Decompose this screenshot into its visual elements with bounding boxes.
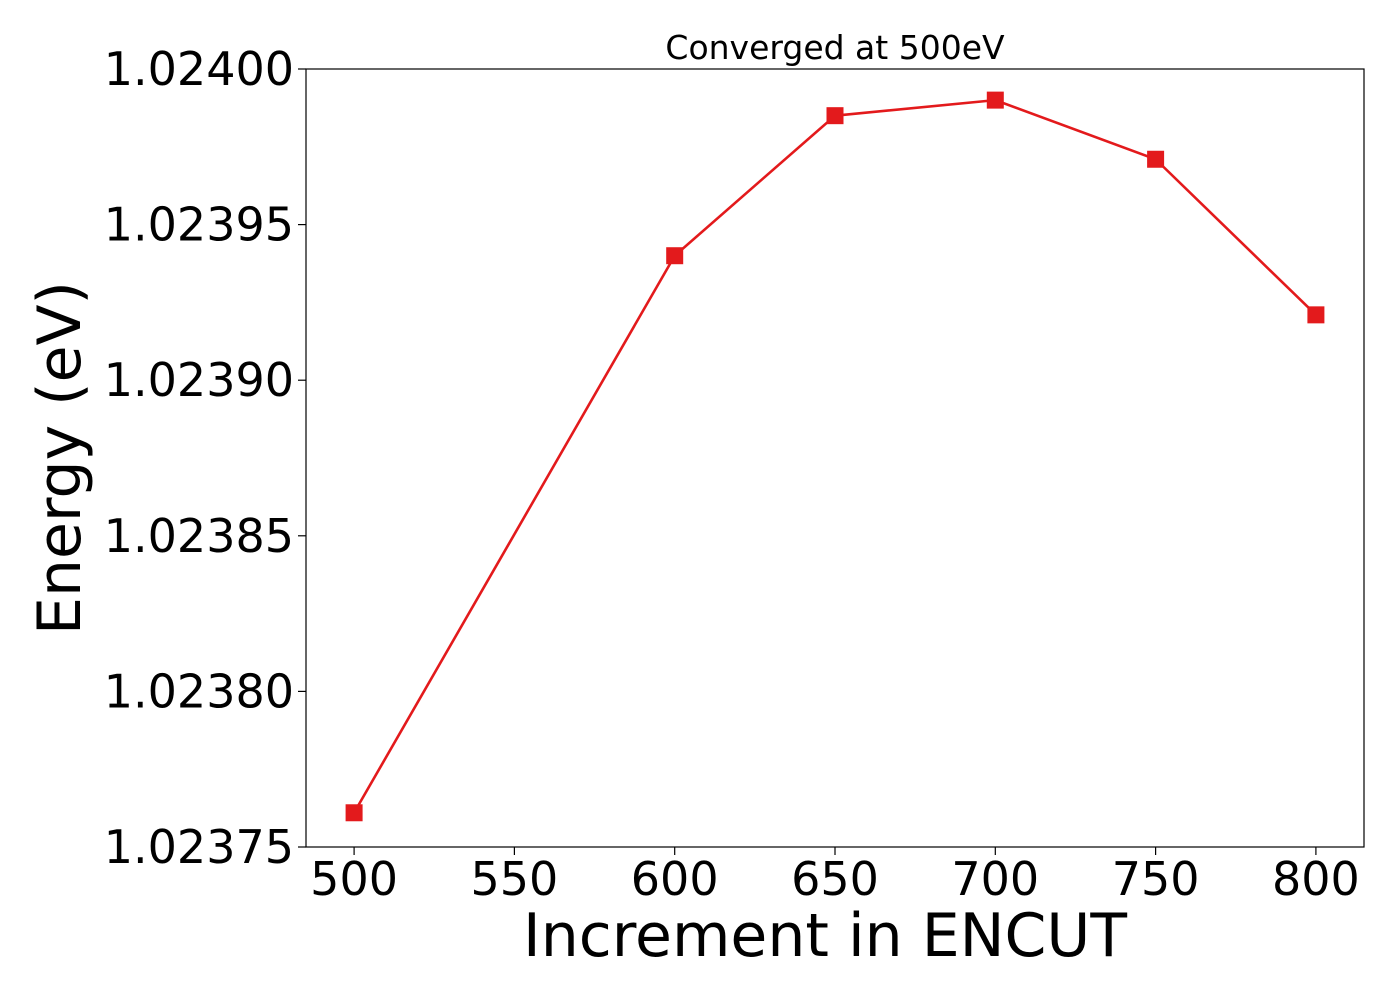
x-axis-label: Increment in ENCUT: [523, 901, 1127, 971]
data-point: [1307, 306, 1325, 324]
data-point: [1147, 150, 1165, 168]
x-tick-label: 800: [1272, 852, 1360, 906]
data-point: [345, 804, 363, 822]
x-tick-label: 750: [1112, 852, 1200, 906]
y-axis-ticks: 1.02375 1.02380 1.02385 1.02390 1.02395 1.024…: [104, 42, 306, 874]
x-tick-label: 700: [951, 852, 1039, 906]
x-tick-label: 500: [310, 852, 398, 906]
series-layer: [345, 91, 1325, 822]
data-point: [826, 107, 844, 125]
x-tick-label: 600: [631, 852, 719, 906]
chart-title: Converged at 500eV: [665, 28, 1005, 67]
y-tick-label: 1.02400: [104, 42, 294, 96]
data-point: [666, 247, 684, 265]
y-tick-label: 1.02395: [104, 198, 294, 252]
data-point: [986, 91, 1004, 109]
y-tick-label: 1.02385: [104, 509, 294, 563]
y-tick-label: 1.02380: [104, 664, 294, 718]
x-tick-label: 550: [470, 852, 558, 906]
y-axis-label: Energy (eV): [25, 281, 95, 635]
y-tick-label: 1.02375: [104, 820, 294, 874]
x-tick-label: 650: [791, 852, 879, 906]
y-tick-label: 1.02390: [104, 353, 294, 407]
series-line: [352, 98, 1318, 815]
x-axis-ticks: 500 550 600 650 700 750 800: [310, 847, 1360, 906]
